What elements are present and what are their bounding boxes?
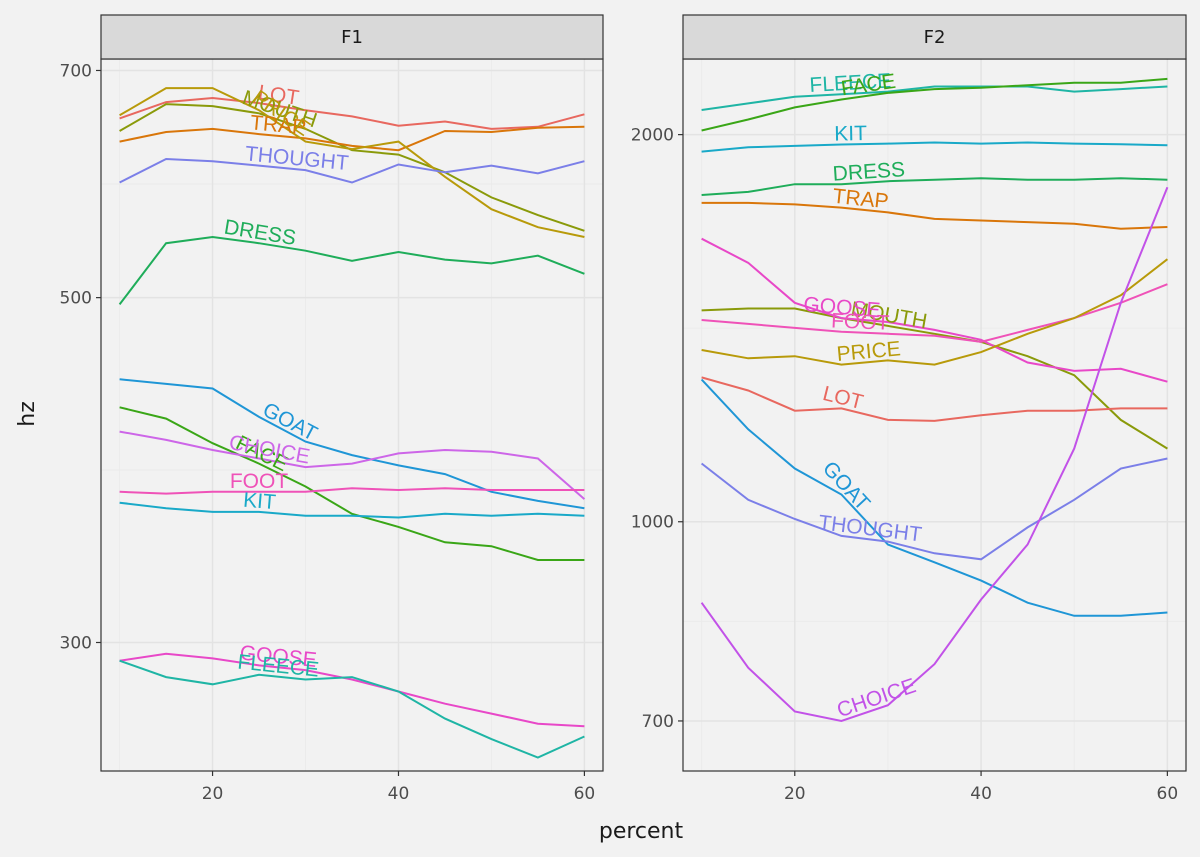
series-line-f1-dress [118,235,585,306]
series-line-f1-face [119,406,585,561]
panel-f2: FLEECEFACEKITDRESSTRAPMOUTHGOOSEFOOTPRIC… [631,14,1187,804]
series-line-f1-goat [119,378,585,510]
series-line-f2-thought [700,457,1168,561]
facet-strip-f2 [682,14,1187,60]
series-line-f1-foot [119,487,585,495]
series-line-f2-lot [701,376,1168,422]
x-axis-title: percent [599,819,684,844]
series-line-f1-fleece [119,659,585,759]
series-line-f2-goat [700,378,1168,617]
series-line-f1-trap [119,125,585,152]
facet-strip-label-f2: F2 [924,27,946,48]
series-line-f2-mouth [701,307,1168,450]
series-label-f1-trap: TRAP [249,111,307,139]
series-label-f2-dress: DRESS [832,158,906,186]
series-line-f1-price [119,87,585,238]
y-tick-label-f2: 700 [642,712,674,732]
y-tick-label-f2: 1000 [631,513,674,533]
series-line-f1-mouth [119,103,585,232]
series-line-f2-face [701,77,1168,132]
series-label-f1-foot: FOOT [230,470,288,493]
series-line-f2-fleece [701,85,1168,111]
x-tick-label-f1: 40 [388,784,410,804]
series-line-f1-choice [119,430,586,500]
series-label-f2-trap: TRAP [832,185,890,214]
series-label-f2-fleece: FLEECE [809,69,892,97]
panel-background-f2 [683,59,1186,771]
series-label-f1-kit: KIT [242,489,277,515]
y-tick-label-f1: 300 [60,633,92,653]
y-tick-label-f2: 2000 [631,126,674,146]
x-tick-label-f1: 20 [202,784,224,804]
x-tick-label-f2: 60 [1157,784,1179,804]
series-line-f2-trap [701,201,1168,230]
series-line-f2-dress [701,177,1168,196]
facet-strip-f1 [100,14,604,60]
series-line-f1-goose [119,652,585,728]
series-line-f2-price [701,258,1169,366]
series-label-f2-foot: FOOT [831,309,890,334]
series-line-f2-foot [701,283,1168,343]
panel-background-f1 [101,59,603,771]
facet-strip-label-f1: F1 [341,27,363,48]
y-tick-label-f1: 500 [60,289,92,309]
series-line-f2-goose [701,237,1168,383]
y-axis-title: hz [15,401,40,427]
x-tick-label-f2: 40 [970,784,992,804]
series-line-f2-choice [700,186,1169,723]
series-line-f1-kit [119,501,585,519]
x-tick-label-f2: 20 [784,784,806,804]
series-line-f2-kit [701,141,1168,153]
series-line-f1-lot [119,96,585,130]
x-tick-label-f1: 60 [574,784,596,804]
series-label-f2-kit: KIT [834,122,867,146]
series-line-f1-thought [119,157,585,184]
y-tick-label-f1: 700 [60,61,92,81]
panel-f1: LOTMOUTHTRAPPRICETHOUGHTDRESSGOATFACECHO… [60,14,604,804]
